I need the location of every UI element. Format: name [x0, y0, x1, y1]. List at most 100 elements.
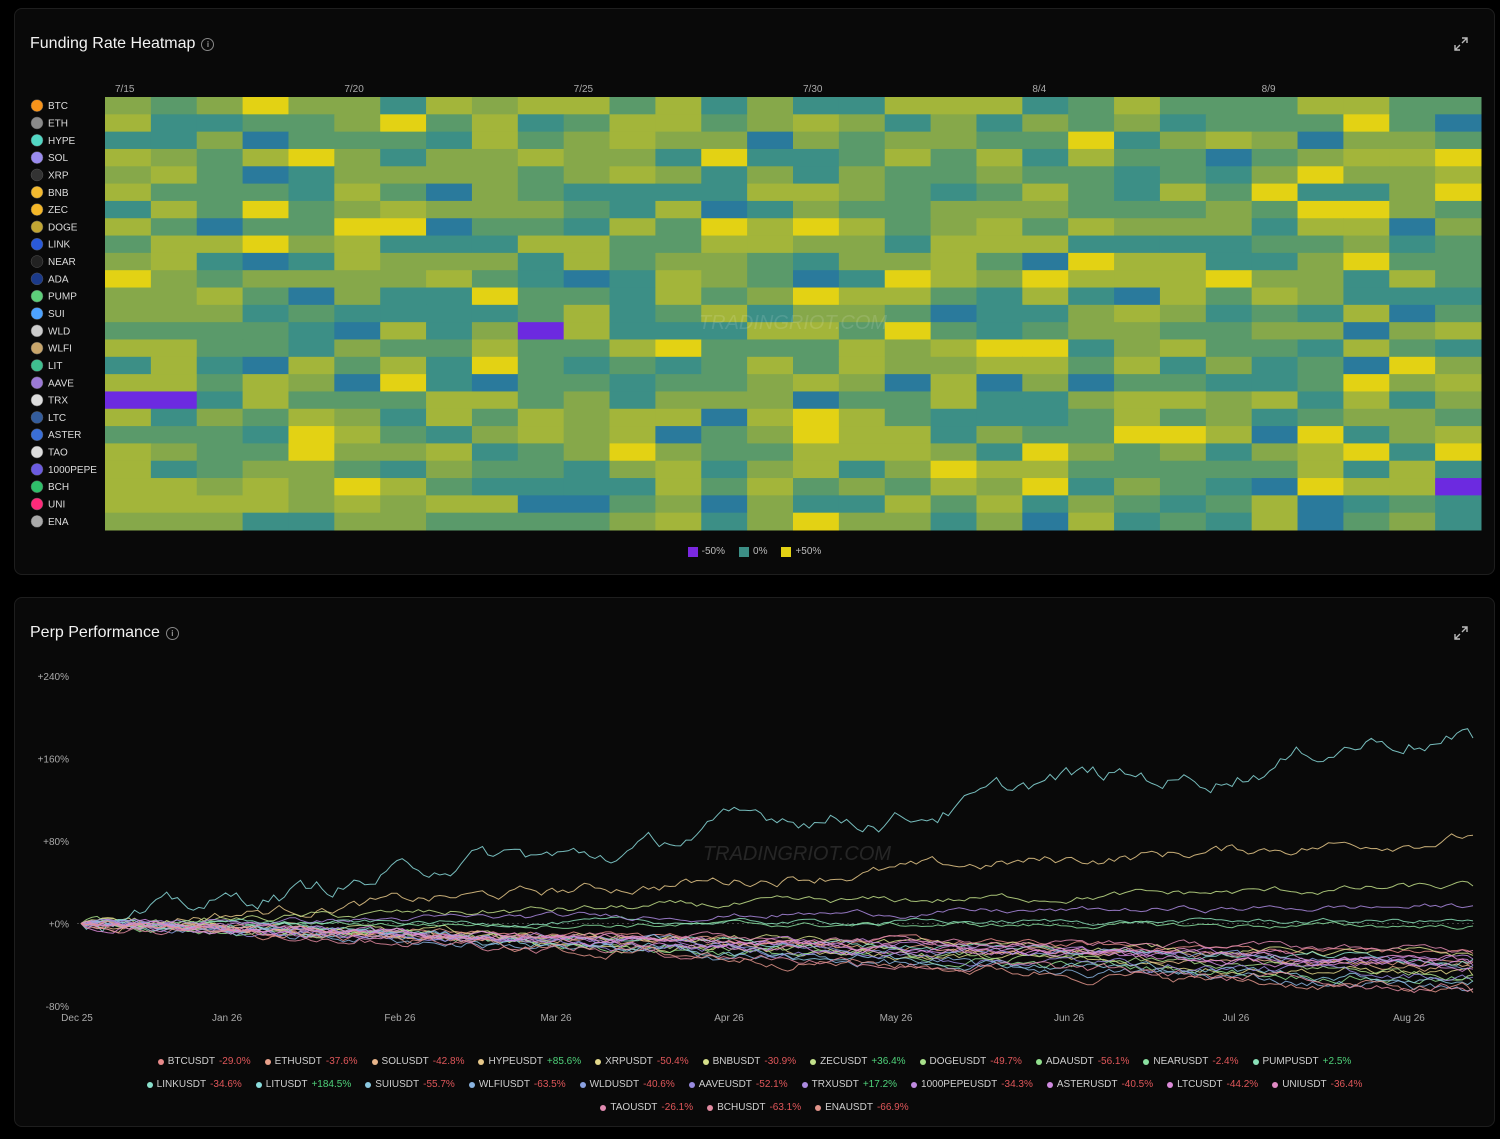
heatmap-cell	[1068, 131, 1115, 150]
heatmap-cell	[930, 339, 977, 358]
heatmap-cell	[1205, 200, 1253, 219]
heatmap-cell	[655, 374, 702, 392]
legend-item[interactable]: UNIUSDT -36.4%	[1272, 1079, 1362, 1090]
coin-label: WLD	[48, 326, 70, 337]
heatmap-cell	[471, 166, 519, 185]
legend-item[interactable]: TAOUSDT -26.1%	[600, 1102, 693, 1113]
legend-dot	[468, 1081, 475, 1088]
legend-item[interactable]: ENAUSDT -66.9%	[815, 1102, 909, 1113]
heatmap-cell	[1068, 252, 1115, 271]
heatmap-cell	[1251, 304, 1299, 323]
heatmap-cell	[1114, 356, 1161, 375]
heatmap-cell	[471, 114, 519, 133]
heatmap-cell	[838, 443, 886, 462]
legend-item[interactable]: DOGEUSDT -49.7%	[919, 1056, 1022, 1067]
ena-icon	[30, 515, 44, 528]
heatmap-cell	[1205, 304, 1253, 323]
heatmap-cell	[426, 460, 473, 479]
heatmap-cell	[793, 391, 840, 410]
heatmap-cell	[471, 218, 519, 237]
heatmap-cell	[1159, 391, 1207, 410]
heatmap-cell	[1251, 391, 1299, 410]
legend-item[interactable]: BNBUSDT -30.9%	[702, 1056, 796, 1067]
legend-item[interactable]: ASTERUSDT -40.5%	[1046, 1079, 1153, 1090]
heatmap-cell	[105, 97, 152, 115]
legend-item[interactable]: HYPEUSDT +85.6%	[478, 1056, 581, 1067]
heatmap-cell	[334, 270, 381, 289]
heatmap-cell	[334, 252, 381, 271]
legend-item[interactable]: ADAUSDT -56.1%	[1035, 1056, 1129, 1067]
heatmap-cell	[196, 97, 244, 115]
legend-item[interactable]: SOLUSDT -42.8%	[371, 1056, 465, 1067]
heatmap-cell	[976, 131, 1023, 150]
heatmap-cell	[884, 443, 932, 462]
legend-item[interactable]: BCHUSDT -63.1%	[707, 1102, 801, 1113]
heatmap-cell	[884, 339, 932, 358]
heatmap-cell	[196, 148, 244, 167]
heatmap-cell	[1343, 218, 1390, 237]
heatmap-cell	[1251, 408, 1299, 427]
heatmap-cell	[1435, 287, 1482, 306]
heatmap-cell	[793, 356, 840, 375]
heatmap-cell	[1159, 166, 1207, 185]
heatmap-cell	[1435, 408, 1482, 427]
legend-item[interactable]: PUMPUSDT +2.5%	[1252, 1056, 1351, 1067]
legend-item[interactable]: TRXUSDT +17.2%	[801, 1079, 897, 1090]
heatmap-cell	[196, 287, 244, 306]
heatmap-cell	[1159, 97, 1207, 115]
heatmap-cell	[563, 304, 611, 323]
legend-dot	[371, 1058, 378, 1065]
heatmap-cell	[380, 97, 427, 115]
legend-value: -42.8%	[432, 1056, 465, 1067]
coin-label: ADA	[48, 274, 69, 285]
heatmap-cell	[609, 356, 656, 375]
legend-dot	[688, 1081, 695, 1088]
heatmap-cell	[196, 512, 244, 531]
coin-label: ZEC	[48, 205, 68, 216]
heatmap-cell	[609, 443, 656, 462]
legend-item[interactable]: NEARUSDT -2.4%	[1143, 1056, 1239, 1067]
heatmap-cell	[242, 252, 289, 271]
legend-item[interactable]: ETHUSDT -37.6%	[264, 1056, 358, 1067]
expand-icon[interactable]	[1454, 626, 1468, 640]
legend-item[interactable]: BTCUSDT -29.0%	[157, 1056, 251, 1067]
legend-item[interactable]: ZECUSDT +36.4%	[810, 1056, 906, 1067]
heatmap-cell	[1297, 166, 1344, 185]
heatmap-cell	[1159, 304, 1207, 323]
legend-item[interactable]: SUIUSDT -55.7%	[365, 1079, 455, 1090]
legend-item[interactable]: LINKUSDT -34.6%	[146, 1079, 242, 1090]
heatmap-cell	[242, 391, 289, 410]
heatmap-cell	[242, 183, 289, 202]
heatmap-cell	[105, 478, 152, 496]
info-icon[interactable]: i	[165, 626, 179, 640]
legend-item[interactable]: WLDUSDT -40.6%	[579, 1079, 675, 1090]
legend-item[interactable]: XRPUSDT -50.4%	[595, 1056, 689, 1067]
heatmap-cell	[609, 114, 656, 133]
legend-item[interactable]: LITUSDT +184.5%	[255, 1079, 351, 1090]
expand-icon[interactable]	[1454, 37, 1468, 51]
legend-dot	[801, 1081, 808, 1088]
heatmap-cell	[563, 97, 611, 115]
pepe-icon	[30, 463, 44, 476]
heatmap-cell	[196, 183, 244, 202]
legend-item[interactable]: 1000PEPEUSDT -34.3%	[911, 1079, 1033, 1090]
legend-item[interactable]: LTCUSDT -44.2%	[1167, 1079, 1258, 1090]
heatmap-cell	[150, 252, 198, 271]
heatmap-cell	[1435, 339, 1482, 358]
legend-item[interactable]: AAVEUSDT -52.1%	[688, 1079, 788, 1090]
heatmap-cell	[1114, 183, 1161, 202]
legend-item[interactable]: WLFIUSDT -63.5%	[468, 1079, 566, 1090]
legend-swatch	[687, 546, 698, 557]
heatmap-cell	[1068, 374, 1115, 392]
heatmap-cell	[1205, 270, 1253, 289]
heatmap-cell	[930, 183, 977, 202]
heatmap-cell	[609, 97, 656, 115]
heatmap-cell	[380, 218, 427, 237]
heatmap-cell	[1251, 443, 1299, 462]
heatmap-cell	[1297, 460, 1344, 479]
watermark: TRADINGRIOT.COM	[699, 312, 887, 334]
heatmap-cell	[1068, 478, 1115, 496]
heatmap-cell	[1205, 460, 1253, 479]
info-icon[interactable]: i	[201, 37, 215, 51]
heatmap-cell	[471, 270, 519, 289]
